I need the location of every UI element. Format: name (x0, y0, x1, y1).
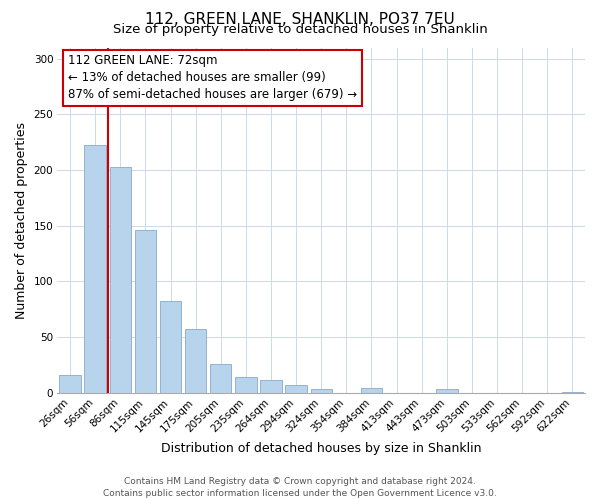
Bar (110, 166, 131, 392)
Text: Size of property relative to detached houses in Shanklin: Size of property relative to detached ho… (113, 22, 487, 36)
Bar (210, 364, 232, 392)
Bar (135, 230, 156, 392)
Text: 112 GREEN LANE: 72sqm
← 13% of detached houses are smaller (99)
87% of semi-deta: 112 GREEN LANE: 72sqm ← 13% of detached … (68, 54, 357, 102)
Text: 112, GREEN LANE, SHANKLIN, PO37 7EU: 112, GREEN LANE, SHANKLIN, PO37 7EU (145, 12, 455, 28)
Bar (160, 302, 181, 392)
Bar (235, 377, 257, 392)
Bar (361, 388, 382, 392)
Y-axis label: Number of detached properties: Number of detached properties (15, 122, 28, 318)
Bar (436, 390, 458, 392)
X-axis label: Distribution of detached houses by size in Shanklin: Distribution of detached houses by size … (161, 442, 481, 455)
Bar (85, 146, 106, 392)
Bar (59, 375, 81, 392)
Bar (311, 390, 332, 392)
Bar (286, 385, 307, 392)
Text: Contains HM Land Registry data © Crown copyright and database right 2024.
Contai: Contains HM Land Registry data © Crown c… (103, 476, 497, 498)
Bar (185, 329, 206, 392)
Bar (260, 380, 281, 392)
